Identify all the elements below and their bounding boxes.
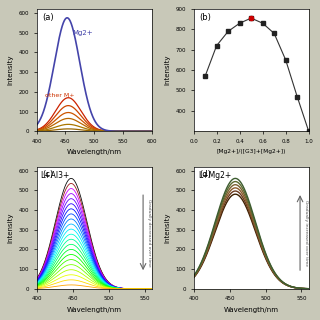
X-axis label: Wavelength/nm: Wavelength/nm — [224, 307, 279, 313]
Text: (b): (b) — [199, 12, 211, 22]
X-axis label: [Mg2+]/([G3]+[Mg2+]): [Mg2+]/([G3]+[Mg2+]) — [216, 149, 286, 155]
Text: L+Al3+: L+Al3+ — [40, 172, 70, 180]
Text: Mg2+: Mg2+ — [72, 29, 93, 36]
Y-axis label: Intensity: Intensity — [164, 55, 170, 85]
Text: L+Mg2+: L+Mg2+ — [199, 172, 232, 180]
Text: (c): (c) — [42, 170, 53, 179]
X-axis label: Wavelength/nm: Wavelength/nm — [67, 149, 122, 156]
Y-axis label: Intensity: Intensity — [7, 55, 13, 85]
Y-axis label: Intensity: Intensity — [164, 212, 170, 243]
Text: other M+: other M+ — [45, 93, 75, 98]
Text: Gradually decreased over time: Gradually decreased over time — [148, 199, 151, 267]
Y-axis label: Intensity: Intensity — [7, 212, 13, 243]
Text: Gradually increased over time: Gradually increased over time — [304, 200, 308, 266]
Text: (a): (a) — [42, 12, 54, 22]
Text: (d): (d) — [199, 170, 211, 179]
X-axis label: Wavelength/nm: Wavelength/nm — [67, 307, 122, 313]
